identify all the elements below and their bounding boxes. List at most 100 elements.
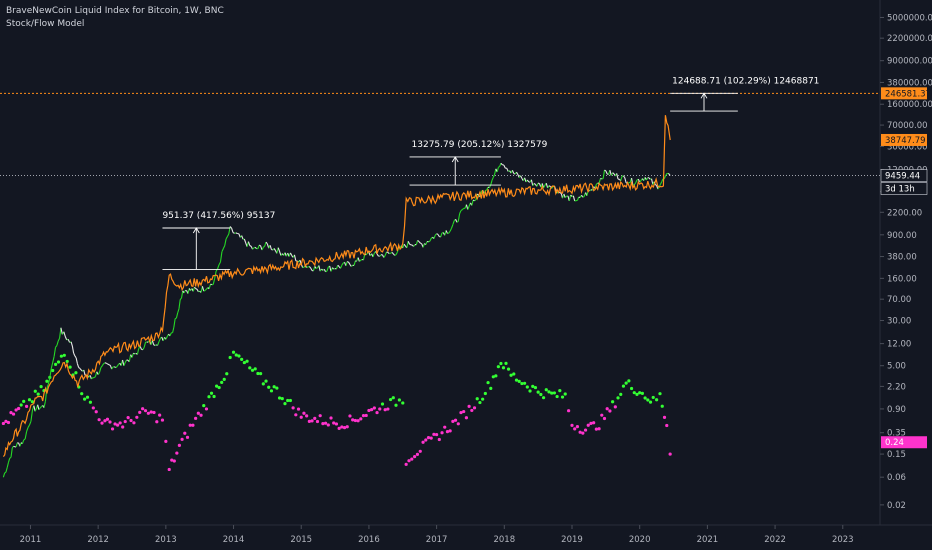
ratio-dot xyxy=(105,417,110,421)
ratio-dot xyxy=(129,418,133,423)
price-segment xyxy=(173,318,176,328)
price-segment xyxy=(247,241,251,246)
price-segment xyxy=(158,338,161,342)
price-segment xyxy=(123,362,126,366)
badge-countdown-text: 3d 13h xyxy=(885,185,915,195)
indicator-title[interactable]: Stock/Flow Model xyxy=(6,19,85,29)
price-segment xyxy=(624,177,627,183)
ratio-dot xyxy=(313,416,317,420)
ratio-dot xyxy=(429,436,433,440)
price-tick-label: 2200000.00 xyxy=(887,34,932,44)
badge-ratio-current: 0.24 xyxy=(881,436,927,449)
price-segment xyxy=(100,365,103,369)
price-segment xyxy=(19,442,22,447)
ratio-dot xyxy=(550,391,554,395)
ratio-dot xyxy=(74,371,78,375)
price-segment xyxy=(330,267,333,272)
ratio-dot xyxy=(299,415,303,419)
badge-ratio-current-text: 0.24 xyxy=(885,438,904,448)
ratio-dot xyxy=(118,421,122,425)
price-segment xyxy=(372,252,375,258)
price-segment xyxy=(115,366,118,369)
ratio-dot xyxy=(280,397,284,401)
ratio-dot xyxy=(475,397,479,401)
ratio-dot xyxy=(194,416,198,420)
ratio-dot xyxy=(440,431,444,435)
ratio-dot xyxy=(541,396,546,400)
measure-annotation[interactable]: 124688.71 (102.29%) 12468871 xyxy=(670,76,819,112)
ratio-dot xyxy=(668,452,672,456)
ratio-dot xyxy=(267,385,271,389)
ratio-dot xyxy=(629,386,634,391)
price-segment xyxy=(143,342,147,348)
ratio-dot xyxy=(85,395,90,399)
ratio-dot xyxy=(364,413,368,418)
price-segment xyxy=(179,297,182,300)
time-axis[interactable]: 2011 2012 2013 2014 2015 2016 2017 2018 2019 2020… xyxy=(20,525,854,545)
price-axis[interactable]: 5000000.00 2200000.00 900000.00 380000.00 16… xyxy=(880,13,932,511)
price-segment xyxy=(226,233,230,237)
badge-countdown-bg xyxy=(880,182,928,195)
measure-arrow-head xyxy=(192,227,200,234)
ratio-dot xyxy=(448,429,452,433)
badge-price-current: 9459.44 xyxy=(880,169,928,182)
time-tick-label: 2020 xyxy=(629,535,651,545)
ratio-dot xyxy=(573,427,577,431)
ratio-dot xyxy=(380,402,385,406)
ratio-dot xyxy=(451,419,455,423)
ratio-dot xyxy=(188,423,192,427)
price-segment xyxy=(576,196,580,201)
price-segment xyxy=(178,299,181,309)
ratio-dot xyxy=(103,419,107,423)
price-segment xyxy=(252,247,255,250)
price-segment xyxy=(530,179,534,186)
price-segment xyxy=(353,260,356,266)
ratio-dot xyxy=(570,423,574,427)
symbol-title[interactable]: BraveNewCoin Liquid Index for Bitcoin, 1… xyxy=(6,6,224,16)
price-segment xyxy=(379,254,382,257)
price-segment xyxy=(422,243,425,248)
ratio-dot xyxy=(152,410,156,415)
chart-legend[interactable]: BraveNewCoin Liquid Index for Bitcoin, 1… xyxy=(6,5,224,31)
ratio-dot xyxy=(483,391,487,396)
price-segment xyxy=(589,189,592,192)
price-segment xyxy=(665,173,668,177)
price-segment xyxy=(659,181,663,185)
time-tick-label: 2011 xyxy=(20,535,42,545)
price-segment xyxy=(543,185,546,189)
price-segment xyxy=(111,366,114,370)
measure-annotation[interactable]: 951.37 (417.56%) 95137 xyxy=(162,211,275,270)
ratio-dot xyxy=(481,397,485,401)
ratio-dot xyxy=(65,359,69,364)
price-segment xyxy=(273,248,276,251)
price-segment xyxy=(187,288,190,294)
price-tick-label: 30.00 xyxy=(887,317,911,327)
price-segment xyxy=(663,175,666,179)
ratio-dot xyxy=(404,462,408,466)
price-segment xyxy=(71,345,75,354)
price-segment xyxy=(70,341,73,347)
ratio-dot xyxy=(11,412,16,416)
price-segment xyxy=(73,352,76,357)
measure-annotations[interactable]: 951.37 (417.56%) 95137 13275.79 (205.12%)… xyxy=(162,76,819,270)
measure-annotation[interactable]: 13275.79 (205.12%) 1327579 xyxy=(409,140,548,186)
price-segment xyxy=(360,259,363,261)
ratio-dot xyxy=(132,421,136,425)
price-segment xyxy=(136,348,140,355)
time-tick-label: 2013 xyxy=(155,535,177,545)
ratio-dot xyxy=(135,415,139,419)
price-segment xyxy=(391,252,394,255)
ratio-dot xyxy=(108,420,112,424)
price-segment xyxy=(524,177,527,183)
ratio-dot xyxy=(286,398,290,403)
ratio-dot xyxy=(6,420,11,425)
price-segment xyxy=(436,233,439,235)
price-segment xyxy=(37,404,40,410)
price-segment xyxy=(79,368,82,371)
ratio-dot xyxy=(413,455,417,459)
price-segment xyxy=(103,362,106,365)
price-segment xyxy=(180,290,184,299)
price-segment xyxy=(33,405,36,412)
ratio-dot xyxy=(329,416,333,420)
